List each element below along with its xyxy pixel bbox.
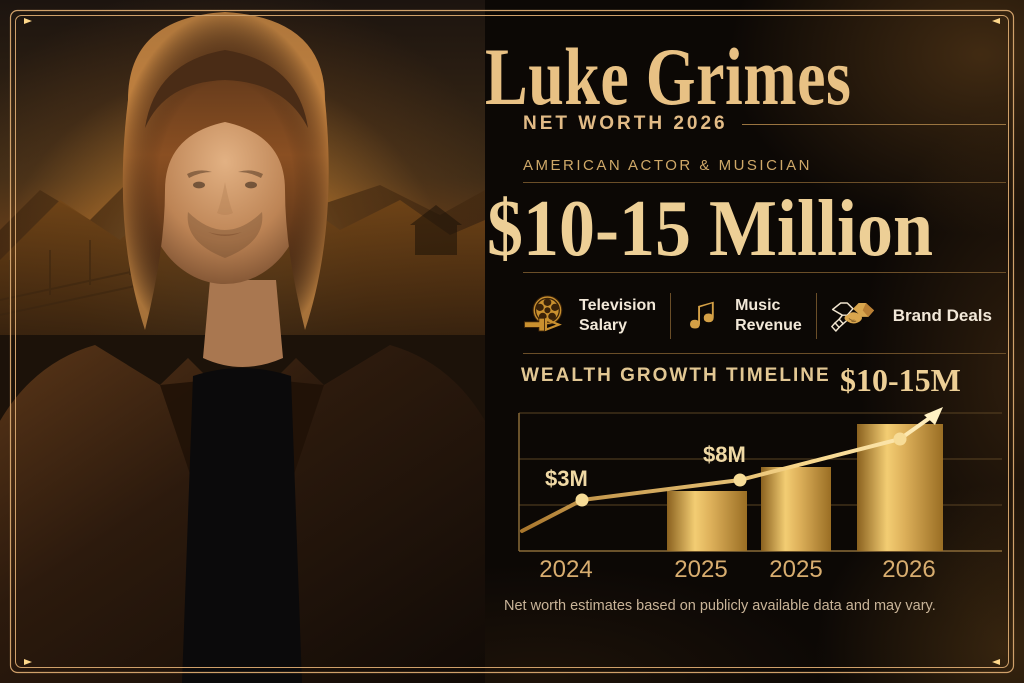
svg-text:$8M: $8M bbox=[703, 442, 746, 467]
svg-text:2026: 2026 bbox=[882, 556, 935, 583]
svg-text:2024: 2024 bbox=[539, 556, 592, 583]
svg-text:2025: 2025 bbox=[674, 556, 727, 583]
svg-text:$3M: $3M bbox=[545, 466, 588, 491]
svg-text:2025: 2025 bbox=[769, 556, 822, 583]
